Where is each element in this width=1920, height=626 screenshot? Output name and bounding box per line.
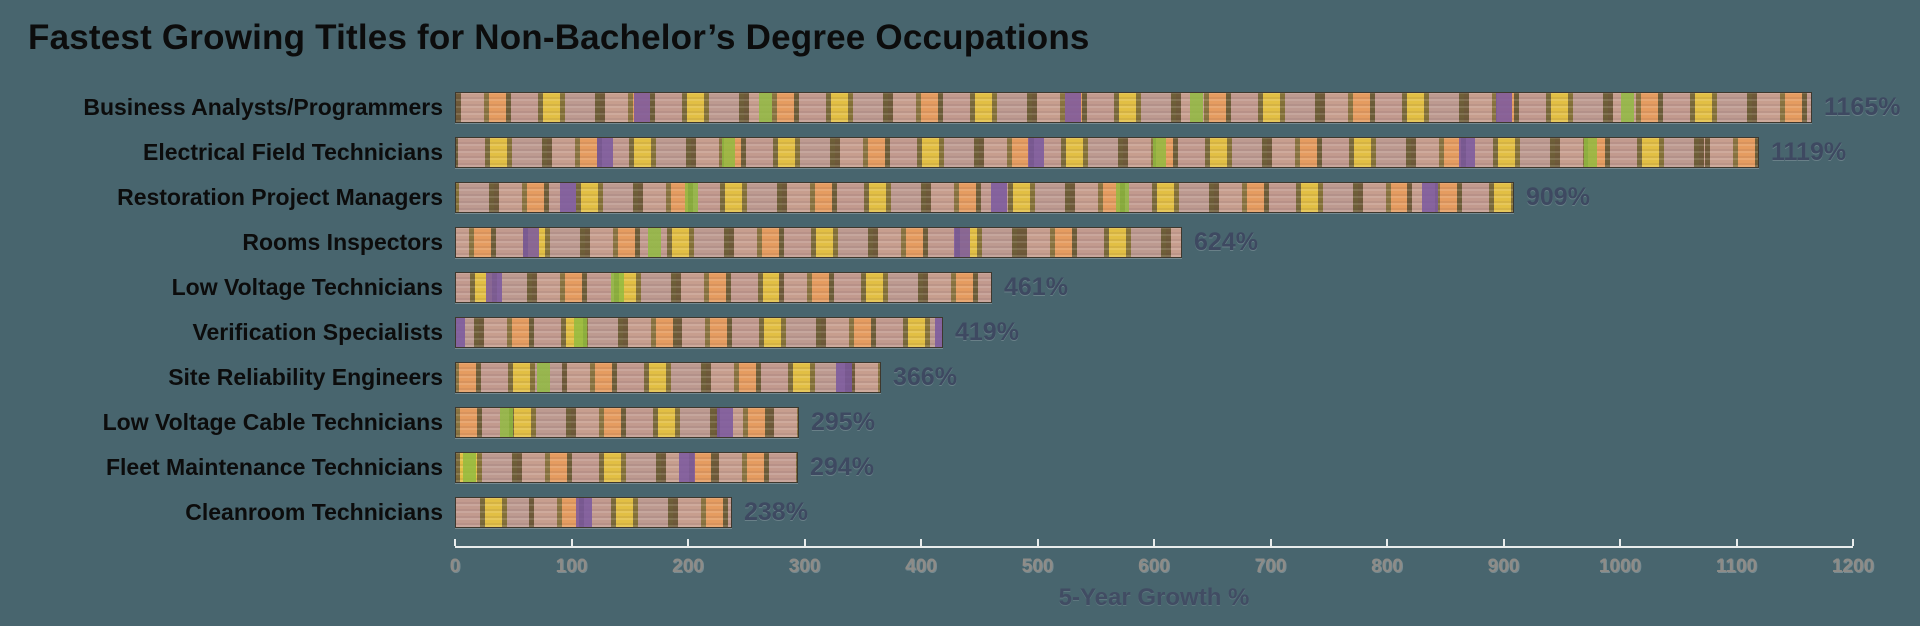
x-axis-tick <box>454 539 456 546</box>
bar-row: Low Voltage Cable Technicians 295% <box>0 407 1920 438</box>
bar-row: Fleet Maintenance Technicians 294% <box>0 452 1920 483</box>
category-label: Site Reliability Engineers <box>168 364 443 390</box>
category-label: Low Voltage Technicians <box>171 274 443 300</box>
x-axis-tick <box>1386 539 1388 546</box>
x-axis-tick <box>1502 539 1505 546</box>
bar <box>455 497 732 528</box>
value-label: 294% <box>810 453 874 481</box>
x-axis-tick <box>1735 539 1738 546</box>
value-label: 1165% <box>1824 93 1901 121</box>
bar-row: Site Reliability Engineers 366% <box>0 362 1920 393</box>
bar-row: Electrical Field Technicians 1119% <box>0 137 1920 168</box>
x-axis-tick <box>1036 539 1039 546</box>
bar-row: Low Voltage Technicians 461% <box>0 272 1920 303</box>
bar-row: Verification Specialists 419% <box>0 317 1920 348</box>
bar <box>455 452 798 483</box>
category-label: Electrical Field Technicians <box>143 139 443 165</box>
bar-row: Rooms Inspectors 624% <box>0 227 1920 258</box>
x-axis-tick-label: 1100 <box>1715 556 1758 577</box>
value-label: 419% <box>955 318 1019 346</box>
category-label: Rooms Inspectors <box>242 229 443 255</box>
bar-row: Restoration Project Managers 909% <box>0 182 1920 213</box>
bar <box>455 182 1514 213</box>
bar <box>455 407 799 438</box>
value-label: 238% <box>744 498 808 526</box>
value-label: 295% <box>811 408 875 436</box>
x-axis-tick-label: 100 <box>555 556 588 577</box>
bar <box>455 227 1182 258</box>
x-axis-tick <box>1153 539 1155 546</box>
chart-title: Fastest Growing Titles for Non-Bachelor’… <box>28 18 1090 57</box>
bar-row: Cleanroom Technicians 238% <box>0 497 1920 528</box>
category-label: Restoration Project Managers <box>117 184 443 210</box>
x-axis-tick <box>1619 539 1621 546</box>
x-axis-tick <box>570 539 573 546</box>
category-label: Cleanroom Technicians <box>185 499 443 525</box>
x-axis-tick <box>920 539 922 546</box>
x-axis-tick-label: 800 <box>1371 556 1403 577</box>
bar <box>455 272 992 303</box>
x-axis-tick-label: 1200 <box>1831 556 1875 577</box>
x-axis-tick-label: 200 <box>672 556 704 577</box>
x-axis-tick-label: 0 <box>449 556 461 577</box>
value-label: 1119% <box>1771 138 1847 166</box>
x-axis-tick-label: 500 <box>1021 556 1054 577</box>
bar-row: Business Analysts/Programmers 1165% <box>0 92 1920 123</box>
x-axis-tick-label: 900 <box>1487 556 1520 577</box>
x-axis-tick <box>1269 539 1272 546</box>
x-axis-tick <box>687 539 689 546</box>
x-axis-title: 5-Year Growth % <box>1058 584 1250 611</box>
x-axis-tick <box>803 539 806 546</box>
x-axis-tick-label: 1000 <box>1598 556 1642 577</box>
value-label: 366% <box>893 363 957 391</box>
x-axis-tick-label: 400 <box>905 556 937 577</box>
bar <box>455 137 1759 168</box>
x-axis-tick-label: 600 <box>1138 556 1170 577</box>
category-label: Business Analysts/Programmers <box>83 94 443 120</box>
x-axis-tick-label: 300 <box>788 556 821 577</box>
value-label: 624% <box>1194 228 1258 256</box>
category-label: Low Voltage Cable Technicians <box>102 409 443 435</box>
bar <box>455 317 943 348</box>
category-label: Verification Specialists <box>192 319 443 345</box>
bar <box>455 92 1812 123</box>
x-axis-line <box>455 546 1853 548</box>
bar <box>455 362 881 393</box>
x-axis-tick-label: 700 <box>1254 556 1287 577</box>
value-label: 461% <box>1004 273 1068 301</box>
category-label: Fleet Maintenance Technicians <box>105 454 443 480</box>
x-axis-tick <box>1852 539 1854 546</box>
value-label: 909% <box>1526 183 1590 211</box>
